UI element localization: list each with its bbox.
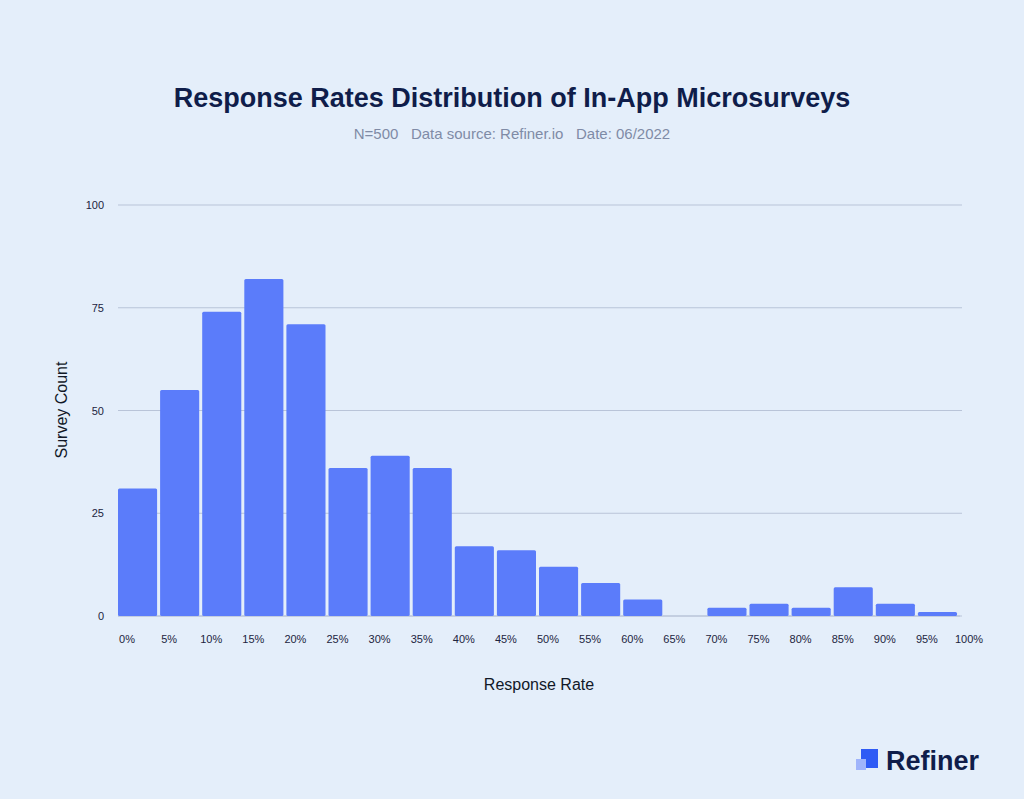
bar	[581, 583, 620, 616]
bar	[792, 608, 831, 616]
bars	[118, 279, 957, 616]
y-axis-label: Survey Count	[53, 361, 70, 458]
bar	[497, 550, 536, 616]
x-tick-label: 0%	[119, 633, 135, 645]
x-tick-label: 10%	[200, 633, 222, 645]
bar	[413, 468, 452, 616]
x-tick-label: 75%	[747, 633, 769, 645]
bar	[118, 489, 157, 616]
bar	[329, 468, 368, 616]
y-tick-label: 75	[92, 302, 104, 314]
x-tick-label: 60%	[621, 633, 643, 645]
x-tick-label: 45%	[495, 633, 517, 645]
x-tick-label: 65%	[663, 633, 685, 645]
x-tick-label: 30%	[369, 633, 391, 645]
x-tick-label: 50%	[537, 633, 559, 645]
bar	[918, 612, 957, 616]
bar	[160, 390, 199, 616]
x-tick-label: 85%	[832, 633, 854, 645]
x-tick-label: 15%	[242, 633, 264, 645]
bar	[371, 456, 410, 616]
x-tick-label: 25%	[326, 633, 348, 645]
grid	[118, 205, 962, 616]
y-tick-label: 0	[98, 610, 104, 622]
x-tick-label: 70%	[705, 633, 727, 645]
x-tick-label: 95%	[916, 633, 938, 645]
x-tick-label: 40%	[453, 633, 475, 645]
logo-icon	[856, 759, 866, 770]
x-tick-label: 100%	[955, 633, 983, 645]
bar	[750, 604, 789, 616]
bar	[707, 608, 746, 616]
grid-line	[118, 205, 962, 206]
bar	[665, 616, 704, 617]
x-tick-label: 55%	[579, 633, 601, 645]
bar	[455, 546, 494, 616]
title: Response Rates Distribution of In-App Mi…	[174, 83, 851, 113]
bar	[623, 600, 662, 616]
x-tick-label: 90%	[874, 633, 896, 645]
x-axis-line	[118, 616, 960, 617]
x-tick-label: 20%	[284, 633, 306, 645]
x-tick-label: 35%	[411, 633, 433, 645]
y-tick-label: 100	[86, 199, 104, 211]
y-tick-label: 25	[92, 507, 104, 519]
chart: Response Rates Distribution of In-App Mi…	[0, 0, 1024, 799]
brand: Refiner	[886, 746, 980, 776]
bar	[539, 567, 578, 616]
x-tick-label: 5%	[161, 633, 177, 645]
subtitle: N=500 Data source: Refiner.io Date: 06/2…	[354, 125, 670, 142]
bar	[286, 324, 325, 616]
y-tick-label: 50	[92, 405, 104, 417]
bar	[834, 587, 873, 616]
x-axis-label: Response Rate	[484, 676, 594, 693]
bar	[202, 312, 241, 616]
bar	[876, 604, 915, 616]
bar	[244, 279, 283, 616]
logo: Refiner	[856, 746, 980, 776]
x-tick-label: 80%	[790, 633, 812, 645]
